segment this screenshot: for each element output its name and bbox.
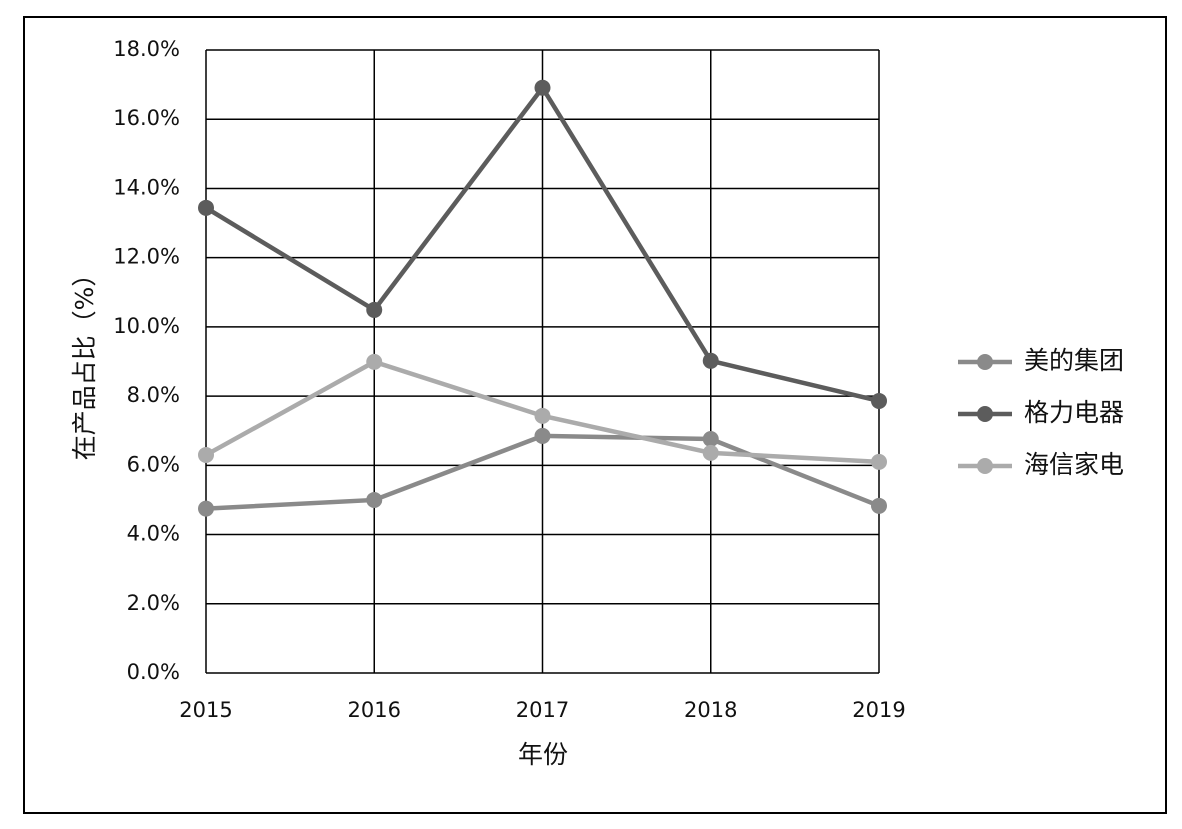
data-point	[534, 427, 551, 444]
x-tick-label: 2016	[348, 698, 401, 722]
y-axis-label: 在产品占比（%）	[70, 262, 99, 461]
data-point	[366, 491, 383, 508]
data-point	[534, 407, 551, 424]
y-tick-label: 8.0%	[127, 383, 180, 407]
legend-label: 海信家电	[1024, 450, 1124, 479]
y-tick-label: 4.0%	[127, 522, 180, 546]
data-point	[534, 79, 551, 96]
data-point	[198, 446, 214, 463]
data-point	[702, 352, 719, 369]
y-tick-label: 2.0%	[127, 591, 180, 615]
y-tick-label: 12.0%	[113, 245, 180, 269]
x-tick-label: 2018	[684, 698, 737, 722]
legend-label: 格力电器	[1024, 398, 1124, 427]
data-point	[702, 431, 719, 448]
x-axis-label: 年份	[518, 740, 568, 769]
x-tick-label: 2015	[179, 698, 232, 722]
y-tick-label: 18.0%	[113, 37, 180, 61]
x-tick-label: 2019	[852, 698, 905, 722]
legend-marker	[977, 458, 993, 474]
data-point	[366, 353, 383, 370]
y-tick-label: 10.0%	[113, 314, 180, 338]
y-tick-label: 0.0%	[127, 660, 180, 684]
data-point	[702, 444, 719, 461]
data-point	[871, 392, 887, 409]
y-tick-label: 14.0%	[113, 175, 180, 199]
x-tick-label: 2017	[516, 698, 569, 722]
data-point	[366, 301, 383, 318]
data-point	[198, 500, 214, 517]
y-tick-label: 6.0%	[127, 452, 180, 476]
y-tick-label: 16.0%	[113, 106, 180, 130]
legend-label: 美的集团	[1024, 346, 1124, 375]
data-point	[198, 199, 214, 216]
data-point	[871, 497, 887, 514]
legend-marker	[977, 354, 993, 370]
data-point	[871, 453, 887, 470]
legend-marker	[977, 406, 993, 422]
